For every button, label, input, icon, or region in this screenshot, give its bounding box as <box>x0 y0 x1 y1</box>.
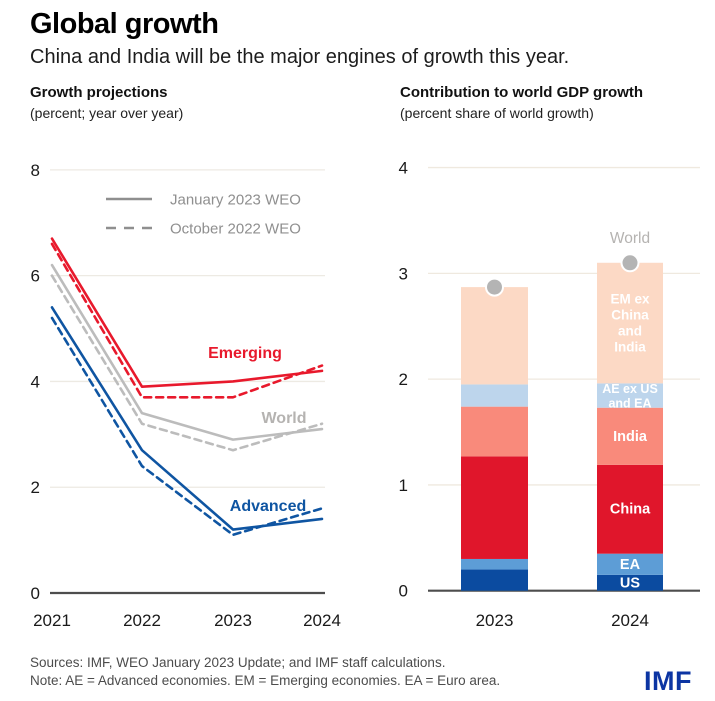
segment-label: AE ex US <box>602 382 658 396</box>
bar-segment-2024-us <box>597 574 663 591</box>
bar-segment-2023-ae-ex-us-and-ea <box>461 384 528 407</box>
segment-label: India <box>614 340 646 355</box>
series-line-emerging-dashed <box>50 242 324 399</box>
world-marker <box>485 277 504 297</box>
segment-label: and <box>618 324 642 339</box>
bar-segment-2023-us <box>461 569 528 591</box>
sources-note: Sources: IMF, WEO January 2023 Update; a… <box>30 655 446 670</box>
y-tick-label: 1 <box>399 476 408 495</box>
legend-label: October 2022 WEO <box>170 221 301 238</box>
bar-segment-2024-india <box>597 407 663 465</box>
growth-projections-subtitle: (percent; year over year) <box>30 105 184 121</box>
series-line-advanced-dashed <box>50 316 324 537</box>
bar-segment-2023-china <box>461 456 528 559</box>
imf-logo: IMF <box>644 666 692 696</box>
y-tick-label: 2 <box>399 370 408 389</box>
x-tick-label: 2023 <box>476 611 514 630</box>
series-label-world: World <box>261 410 306 427</box>
gdp-contribution-subtitle: (percent share of world growth) <box>400 105 594 121</box>
segment-label: China <box>610 502 651 518</box>
legend-label: January 2023 WEO <box>170 192 301 209</box>
bar-segment-2024-ae-ex-us-and-ea <box>597 383 663 408</box>
page-title: Global growth <box>30 8 219 40</box>
bar-segment-2023-india <box>461 406 528 457</box>
y-tick-label: 0 <box>399 582 408 601</box>
x-tick-label: 2023 <box>214 611 252 630</box>
series-label-advanced: Advanced <box>230 498 306 515</box>
footer: Sources: IMF, WEO January 2023 Update; a… <box>30 654 590 690</box>
y-tick-label: 8 <box>31 161 40 180</box>
bar-segment-2024-ea <box>597 553 663 575</box>
definitions-note: Note: AE = Advanced economies. EM = Emer… <box>30 673 501 688</box>
gdp-contribution-header: Contribution to world GDP growth (percen… <box>400 84 710 121</box>
y-tick-label: 6 <box>31 267 40 286</box>
page-header: Global growth <box>30 8 219 41</box>
segment-label: China <box>611 308 649 323</box>
bar-segment-2023-ea <box>461 558 528 570</box>
bar-segment-2023-em-ex-china-and-india <box>461 287 528 385</box>
x-tick-label: 2021 <box>33 611 71 630</box>
x-tick-label: 2024 <box>303 611 341 630</box>
series-line-emerging-solid <box>50 237 324 389</box>
bar-segment-2024-em-ex-china-and-india <box>597 262 663 384</box>
segment-label: and EA <box>608 396 651 410</box>
series-line-world-dashed <box>50 274 324 452</box>
segment-label: India <box>613 429 648 445</box>
series-line-world-solid <box>50 263 324 441</box>
y-tick-label: 4 <box>399 159 408 178</box>
gdp-contribution-title: Contribution to world GDP growth <box>400 84 644 101</box>
segment-label: EA <box>620 557 641 573</box>
segment-label: US <box>620 575 640 591</box>
page-subtitle: China and India will be the major engine… <box>30 46 570 68</box>
y-tick-label: 4 <box>31 372 40 391</box>
y-tick-label: 0 <box>31 584 40 603</box>
world-marker <box>620 253 640 273</box>
x-tick-label: 2024 <box>611 611 649 630</box>
growth-projections-plot: 0 2 4 6 8 2021 2022 2023 2024 January 2023 WEO Oct… <box>31 161 341 630</box>
series-label-emerging: Emerging <box>208 345 282 362</box>
y-tick-label: 2 <box>31 478 40 497</box>
segment-label: EM ex <box>610 292 650 307</box>
series-line-advanced-solid <box>50 306 324 531</box>
world-marker-label: World <box>610 230 650 247</box>
y-tick-label: 3 <box>399 264 408 283</box>
x-tick-label: 2022 <box>123 611 161 630</box>
bar-segment-2024-china <box>597 464 663 554</box>
growth-projections-title: Growth projections <box>30 84 168 101</box>
growth-projections-header: Growth projections (percent; year over y… <box>30 84 370 121</box>
